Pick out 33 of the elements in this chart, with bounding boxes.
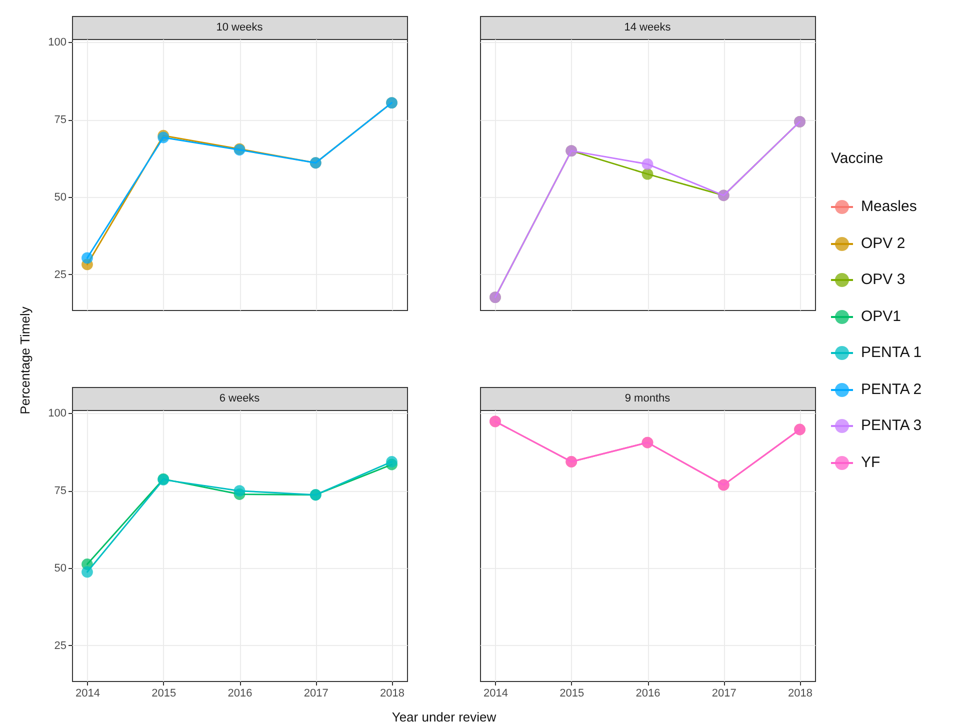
x-tick-label: 2014 <box>75 688 100 700</box>
x-tick-label: 2015 <box>560 688 584 700</box>
y-tick-label: 100 <box>48 408 66 420</box>
legend-title: Vaccine <box>831 150 884 167</box>
x-tick-label: 2016 <box>636 688 660 700</box>
x-tick-label: 2018 <box>788 688 813 700</box>
legend-label: YF <box>861 454 880 470</box>
x-axis-title: Year under review <box>392 710 497 723</box>
legend-label: PENTA 1 <box>861 344 922 361</box>
x-tick-label: 2017 <box>712 688 736 700</box>
y-tick-label: 75 <box>54 485 66 498</box>
x-tick-label: 2015 <box>152 688 176 700</box>
x-tick-label: 2016 <box>228 688 252 700</box>
chart-title: 14 weeks <box>624 22 672 34</box>
y-tick-label: 25 <box>54 268 66 281</box>
legend-label: OPV 3 <box>861 271 906 288</box>
legend-label: OPV 2 <box>861 234 906 252</box>
y-tick-label: 25 <box>54 640 66 652</box>
chart-title: 9 months <box>624 392 671 404</box>
legend-label: PENTA 3 <box>861 417 922 434</box>
x-tick-label: 2017 <box>304 688 328 700</box>
y-tick-label: 50 <box>54 562 66 574</box>
x-tick-label: 2014 <box>483 688 508 700</box>
y-axis-title: Percentage Timely <box>18 306 32 414</box>
legend-label: OPV1 <box>861 308 902 324</box>
chart-title: 10 weeks <box>216 22 264 34</box>
chart-title: 6 weeks <box>219 392 260 404</box>
x-tick-label: 2018 <box>380 688 405 700</box>
legend-label: Measles <box>861 198 917 215</box>
y-tick-label: 75 <box>54 114 66 126</box>
legend-label: PENTA 2 <box>861 380 922 398</box>
y-tick-label: 50 <box>54 191 66 204</box>
y-tick-label: 100 <box>48 36 66 49</box>
